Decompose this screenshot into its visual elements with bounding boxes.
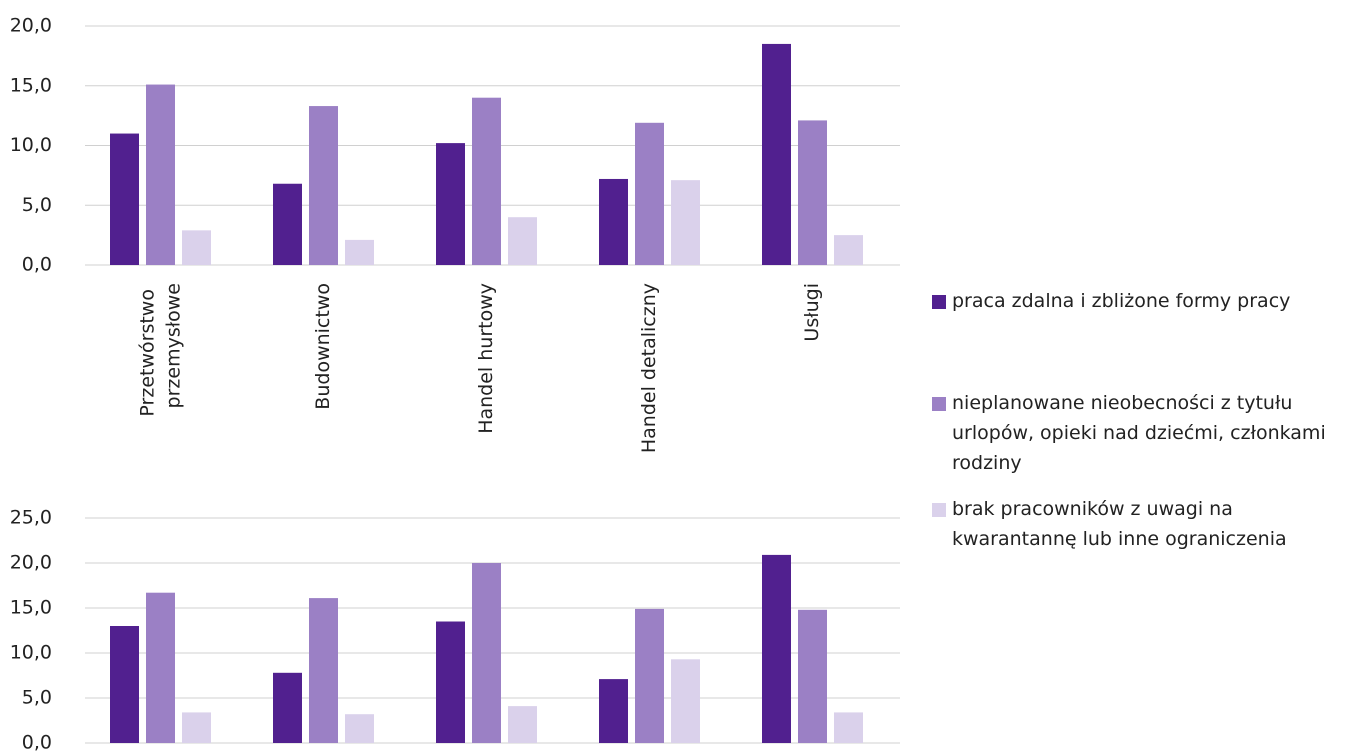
bar [309, 106, 338, 265]
bar [508, 706, 537, 743]
bar [762, 43, 791, 265]
bar [798, 609, 827, 743]
bar [182, 712, 211, 743]
legend-item: nieplanowane nieobecności z tytułu urlop… [932, 388, 1347, 478]
bar [472, 563, 501, 743]
bar [834, 712, 863, 743]
legend-item: brak pracowników z uwagi na kwarantannę … [932, 494, 1347, 554]
y-tick-label: 10,0 [10, 642, 52, 664]
y-tick-label: 20,0 [10, 552, 52, 574]
bar [671, 180, 700, 265]
bar [345, 714, 374, 743]
legend-label: praca zdalna i zbliżone formy pracy [952, 290, 1291, 312]
bar [436, 621, 465, 743]
legend-swatch [932, 397, 946, 411]
bar [762, 554, 791, 743]
x-tick-label: Przetwórstwo przemysłowe [136, 283, 184, 417]
x-tick-label: Handel detaliczny [638, 283, 660, 453]
bar [635, 122, 664, 265]
y-tick-label: 15,0 [10, 597, 52, 619]
bar [671, 659, 700, 743]
bar [110, 133, 139, 265]
x-tick-label: Handel hurtowy [475, 283, 497, 434]
bar [146, 592, 175, 743]
bar [798, 120, 827, 265]
bar [273, 672, 302, 743]
legend-swatch [932, 295, 946, 309]
bar [436, 143, 465, 265]
bar [309, 598, 338, 743]
bar [345, 239, 374, 265]
y-tick-label: 0,0 [22, 732, 52, 754]
bar [599, 178, 628, 265]
bar [182, 230, 211, 265]
legend-item: praca zdalna i zbliżone formy pracy [932, 286, 1347, 316]
y-tick-label: 5,0 [22, 194, 52, 216]
bar [599, 679, 628, 743]
legend-label: nieplanowane nieobecności z tytułu urlop… [952, 392, 1326, 474]
y-tick-label: 20,0 [10, 15, 52, 37]
legend-swatch [932, 503, 946, 517]
legend-label: brak pracowników z uwagi na kwarantannę … [952, 498, 1287, 550]
x-tick-label: Usługi [801, 283, 823, 342]
bar [508, 217, 537, 265]
y-tick-label: 10,0 [10, 134, 52, 156]
bar [834, 235, 863, 265]
bar [273, 183, 302, 265]
y-tick-label: 5,0 [22, 687, 52, 709]
y-tick-label: 25,0 [10, 507, 52, 529]
bar [472, 97, 501, 265]
y-tick-label: 0,0 [22, 254, 52, 276]
bar [110, 626, 139, 743]
bar [146, 84, 175, 266]
bar [635, 608, 664, 743]
y-tick-label: 15,0 [10, 74, 52, 96]
x-tick-label: Budownictwo [312, 283, 334, 410]
